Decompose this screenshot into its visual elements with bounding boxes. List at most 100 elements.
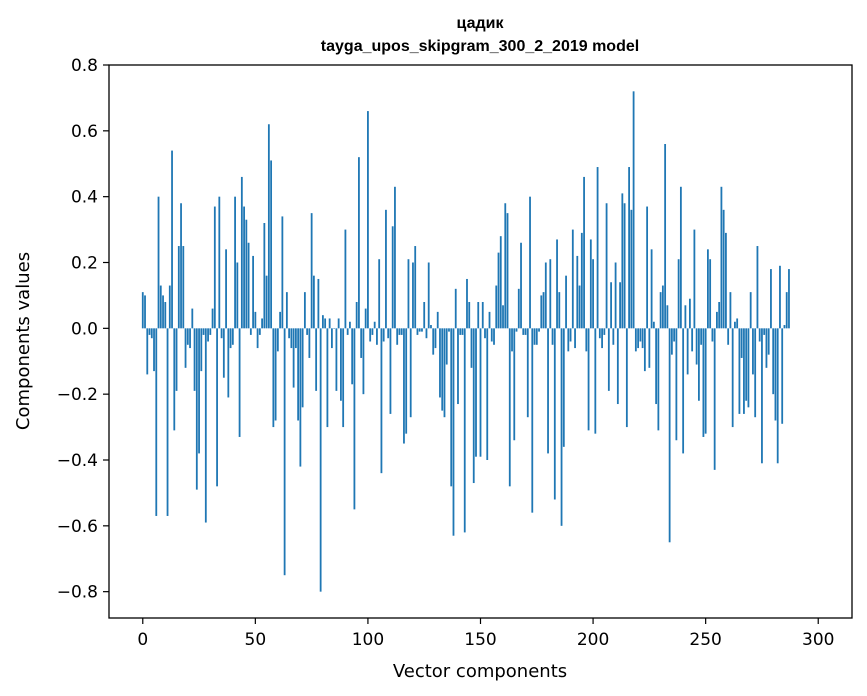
bar-47 [247,242,250,329]
bar-114 [398,328,401,335]
bar-35 [220,328,223,339]
bar-208 [610,282,612,329]
bar-168 [520,242,522,329]
bar-259 [725,232,727,329]
bar-104 [376,328,378,345]
bar-262 [731,328,734,428]
y-tick-label: 0.2 [71,254,98,274]
bar-280 [772,328,775,395]
bar-196 [583,176,585,329]
bar-107 [382,328,385,342]
bar-269 [747,328,750,408]
bar-33 [216,328,218,487]
bar-184 [556,239,558,329]
bar-66 [290,328,293,349]
bar-94 [353,328,356,510]
bar-60 [276,328,279,352]
bar-67 [292,328,295,388]
bar-85 [333,328,336,329]
bar-171 [526,328,529,418]
bar-13 [171,150,173,329]
bar-239 [679,186,682,329]
bar-116 [403,328,405,444]
bar-118 [407,259,410,329]
bar-34 [218,196,221,329]
bar-195 [580,232,583,329]
bar-265 [738,328,741,414]
bar-180 [547,328,549,454]
bar-244 [691,328,694,352]
bar-156 [493,328,495,345]
y-tick-label: 0.8 [71,56,98,76]
bar-41 [234,196,236,329]
bar-21 [189,328,191,349]
bar-246 [695,328,698,365]
bar-279 [770,269,772,329]
bar-58 [272,328,275,428]
bar-285 [783,325,786,329]
bar-238 [677,259,680,329]
bar-139 [454,288,457,329]
bar-18 [182,246,185,329]
x-tick-label: 200 [577,630,609,650]
bar-210 [614,262,617,329]
bar-150 [479,328,482,457]
bar-251 [707,249,709,329]
bar-189 [567,328,570,352]
bar-263 [734,321,736,329]
bar-270 [749,292,752,329]
bar-202 [596,167,599,329]
bar-183 [553,328,556,500]
bar-92 [349,321,351,329]
bar-121 [414,246,417,329]
bar-164 [511,328,513,352]
bar-286 [785,292,788,329]
bar-10 [164,302,167,329]
y-axis-label: Components values [13,252,34,430]
bar-277 [765,328,768,368]
bar-143 [463,328,466,533]
bar-247 [698,328,700,401]
bar-63 [283,328,286,576]
bar-6 [155,328,158,516]
bar-83 [328,318,331,329]
bar-160 [502,305,504,329]
bar-222 [641,328,644,349]
bar-103 [373,321,376,329]
x-tick-label: 250 [689,630,721,650]
bar-56 [267,124,270,329]
bar-22 [191,308,194,329]
bar-231 [661,285,664,329]
bar-275 [761,328,763,464]
bar-215 [625,328,628,428]
bar-54 [263,223,266,329]
bar-236 [673,328,676,342]
bar-81 [324,318,327,329]
bar-82 [326,328,329,428]
bar-255 [716,311,718,329]
bar-86 [335,328,338,391]
bar-122 [416,328,419,335]
bar-32 [213,206,216,329]
bar-234 [668,328,671,543]
chart-subtitle: tayga_upos_skipgram_300_2_2019 model [321,38,639,55]
bar-1 [144,295,146,329]
bar-219 [634,328,637,352]
bar-5 [153,328,155,372]
bar-50 [254,311,257,329]
bar-17 [180,203,182,329]
bar-281 [774,328,777,421]
bar-134 [443,328,446,418]
bar-174 [533,328,536,345]
chart-title: цадик [457,15,505,32]
bar-241 [684,305,687,329]
bar-249 [702,328,705,437]
y-tick-label: −0.8 [57,583,98,603]
bar-73 [306,328,309,335]
bar-182 [551,328,554,345]
bar-61 [279,311,282,329]
bar-96 [358,157,360,329]
bar-136 [448,328,450,332]
bar-45 [243,206,245,329]
